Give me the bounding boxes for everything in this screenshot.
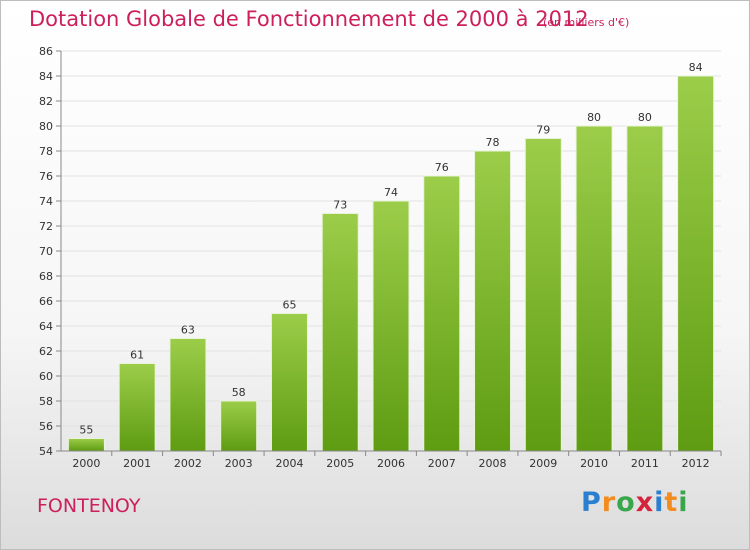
y-tick-label: 76 xyxy=(39,170,53,183)
bar xyxy=(575,125,613,452)
y-tick-label: 74 xyxy=(39,195,53,208)
x-tick-label: 2006 xyxy=(377,457,405,470)
y-tick-label: 54 xyxy=(39,445,53,458)
y-tick-label: 64 xyxy=(39,320,53,333)
y-tick-label: 60 xyxy=(39,370,53,383)
data-label: 58 xyxy=(232,386,246,399)
data-label: 78 xyxy=(486,136,500,149)
data-label: 73 xyxy=(333,199,347,212)
y-tick-label: 62 xyxy=(39,345,53,358)
logo-letter: r xyxy=(601,487,617,518)
x-tick-label: 2009 xyxy=(529,457,557,470)
bar xyxy=(677,75,715,452)
y-tick-label: 58 xyxy=(39,395,53,408)
data-label: 65 xyxy=(282,299,296,312)
x-tick-label: 2001 xyxy=(123,457,151,470)
y-tick-label: 72 xyxy=(39,220,53,233)
chart-title: Dotation Globale de Fonctionnement de 20… xyxy=(29,7,589,31)
data-label: 74 xyxy=(384,186,398,199)
y-tick-label: 78 xyxy=(39,145,53,158)
bar xyxy=(169,338,207,452)
chart-subtitle: (en milliers d'€) xyxy=(543,16,630,29)
x-tick-label: 2003 xyxy=(225,457,253,470)
data-label: 63 xyxy=(181,324,195,337)
logo-letter: P xyxy=(581,487,602,518)
bar xyxy=(321,213,359,452)
x-tick-label: 2005 xyxy=(326,457,354,470)
bar xyxy=(372,200,410,452)
y-tick-label: 68 xyxy=(39,270,53,283)
y-tick-label: 84 xyxy=(39,70,53,83)
data-label: 80 xyxy=(587,111,601,124)
x-tick-label: 2010 xyxy=(580,457,608,470)
x-tick-label: 2008 xyxy=(479,457,507,470)
x-tick-label: 2012 xyxy=(682,457,710,470)
bar xyxy=(474,150,512,452)
x-tick-label: 2011 xyxy=(631,457,659,470)
logo-letter: i xyxy=(678,487,689,518)
logo-letter: i xyxy=(654,487,665,518)
region-name: FONTENOY xyxy=(37,495,141,517)
x-tick-label: 2002 xyxy=(174,457,202,470)
y-tick-label: 86 xyxy=(39,45,53,58)
data-label: 79 xyxy=(536,124,550,137)
bar xyxy=(626,125,664,452)
bar xyxy=(118,363,156,452)
logo-letter: o xyxy=(616,487,636,518)
data-label: 76 xyxy=(435,161,449,174)
x-tick-label: 2004 xyxy=(275,457,303,470)
y-tick-label: 80 xyxy=(39,120,53,133)
bar xyxy=(270,313,308,452)
proxiti-logo: Proxiti xyxy=(581,487,689,518)
data-label: 61 xyxy=(130,349,144,362)
logo-letter: x xyxy=(635,487,655,518)
logo-letter: t xyxy=(664,487,679,518)
y-tick-label: 66 xyxy=(39,295,53,308)
bar xyxy=(524,138,562,452)
y-tick-label: 56 xyxy=(39,420,53,433)
y-tick-label: 70 xyxy=(39,245,53,258)
y-tick-label: 82 xyxy=(39,95,53,108)
x-tick-label: 2007 xyxy=(428,457,456,470)
bar xyxy=(67,438,105,452)
bar xyxy=(423,175,461,452)
bar xyxy=(220,400,258,452)
data-label: 84 xyxy=(689,61,703,74)
data-label: 55 xyxy=(79,424,93,437)
x-tick-label: 2000 xyxy=(72,457,100,470)
bar-chart: 55 61 63 58 65 73 74 76 78 79 80 80 84 54 56 58 60 62 64 6… xyxy=(39,45,722,470)
data-label: 80 xyxy=(638,111,652,124)
